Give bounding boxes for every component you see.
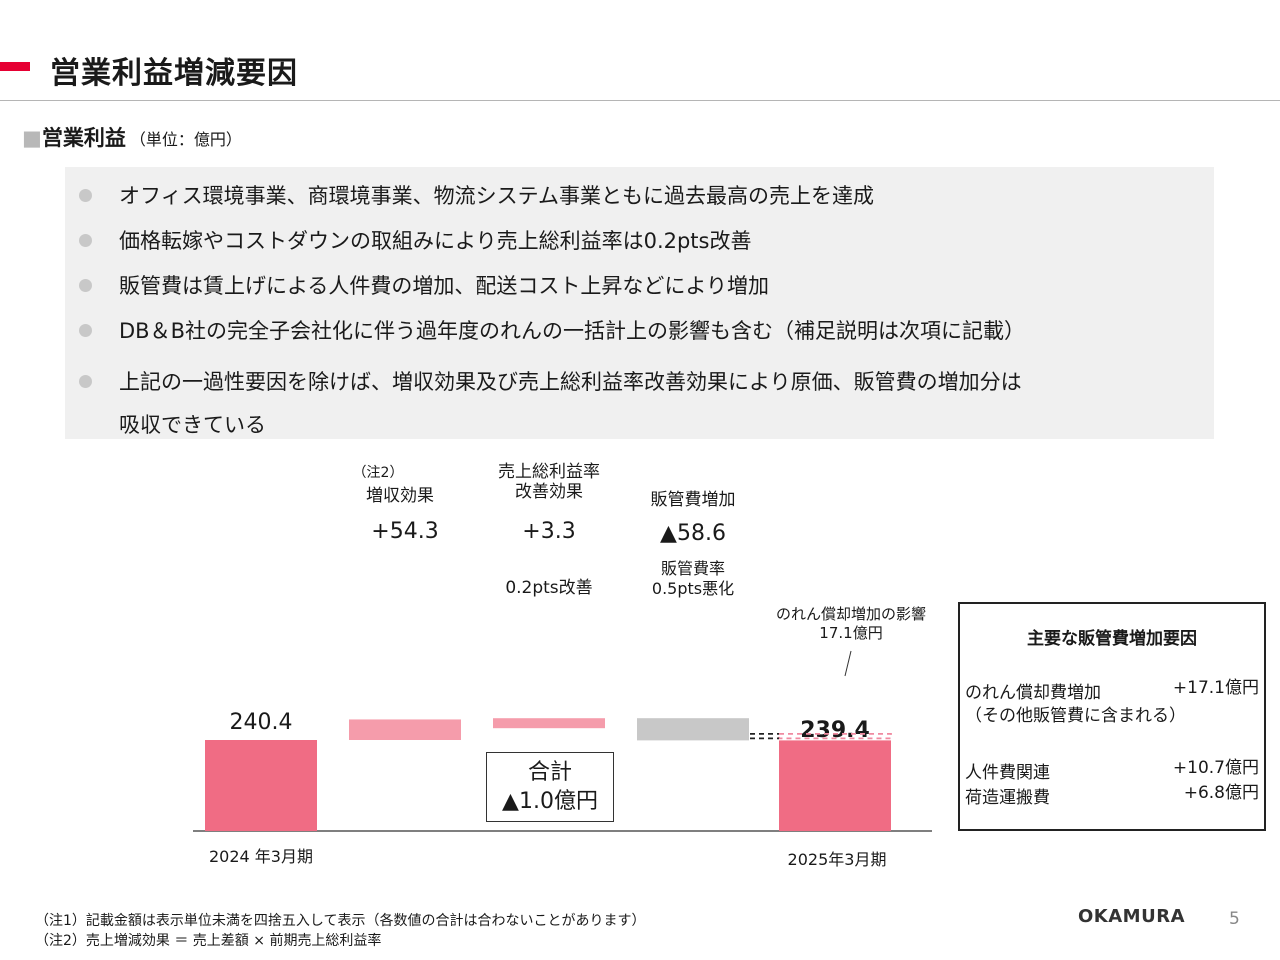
category-label: 改善効果 [515,482,583,502]
goodwill-annotation: 17.1億円 [819,624,882,642]
bar-sga [637,718,749,741]
bar-end [779,740,891,831]
factor-value: +10.7億円 [1172,758,1259,778]
section-label: 営業利益 [41,126,126,150]
category-label: 2025年3月期 [788,850,887,869]
factor-value: +6.8億円 [1183,783,1259,803]
bullet-dot-icon [79,234,92,247]
bullet-text: オフィス環境事業、商環境事業、物流システム事業ともに過去最高の売上を達成 [119,184,874,208]
factor-note-row: （その他販管費に含まれる） [965,701,1259,726]
category-note: （注2） [353,465,404,481]
factors-title: 主要な販管費増加要因 [1027,629,1197,649]
footnote-2: （注2）売上増減効果 ＝ 売上差額 × 前期売上総利益率 [35,933,382,949]
footnote-1: （注1）記載金額は表示単位未満を四捨五入して表示（各数値の合計は合わないことがあ… [35,913,646,929]
bullet-item: 販管費は賃上げによる人件費の増加、配送コスト上昇などにより増加 [79,271,1199,301]
bullet-item: DB＆B社の完全子会社化に伴う過年度のれんの一括計上の影響も含む（補足説明は次項… [79,316,1199,346]
bullet-text: 上記の一過性要因を除けば、増収効果及び売上総利益率改善効果により原価、販管費の増… [119,370,1022,394]
bullet-text: 販管費は賃上げによる人件費の増加、配送コスト上昇などにより増加 [119,274,769,298]
bullet-item: 価格転嫁やコストダウンの取組みにより売上総利益率は0.2pts改善 [79,226,1199,256]
bullet-text: 価格転嫁やコストダウンの取組みにより売上総利益率は0.2pts改善 [119,229,752,253]
total-change-box: 合計 ▲1.0億円 [486,752,614,822]
bar-start [205,740,317,831]
category-label: 売上総利益率 [498,462,600,482]
goodwill-leader-line [844,650,852,677]
bullet-dot-icon [79,189,92,202]
title-divider [0,100,1280,101]
factor-label: 人件費関連 [965,763,1050,783]
section-unit: （単位：億円） [129,130,242,149]
page-title: 営業利益増減要因 [50,56,298,91]
bullet-item: オフィス環境事業、商環境事業、物流システム事業ともに過去最高の売上を達成 [79,181,1199,211]
bar-sales [349,719,461,740]
sga-factors-box: 主要な販管費増加要因 のれん償却費増加 +17.1億円 （その他販管費に含まれる… [958,602,1266,831]
bullet-item: 上記の一過性要因を除けば、増収効果及び売上総利益率改善効果により原価、販管費の増… [79,361,1199,447]
bullet-dot-icon [79,279,92,292]
bar-margin [493,718,605,729]
bar-sublabel: 0.5pts悪化 [652,579,734,598]
bullet-dot-icon [79,324,92,337]
total-title: 合計 [527,760,572,785]
goodwill-annotation: のれん償却増加の影響 [776,605,926,623]
title-accent-bar [0,62,30,71]
factor-row: 荷造運搬費 +6.8億円 [965,783,1259,808]
factor-label: のれん償却費増加 [965,683,1101,703]
section-square-icon: ■ [22,126,42,150]
value-label: +3.3 [522,519,575,544]
company-logo: OKAMURA [1078,906,1185,927]
value-label: +54.3 [371,519,438,544]
bar-sublabel: 0.2pts改善 [505,578,592,598]
bullet-dot-icon [79,375,92,388]
bar-sublabel: 販管費率 [661,559,725,578]
category-label: 2024 年3月期 [209,847,313,866]
bullet-text: DB＆B社の完全子会社化に伴う過年度のれんの一括計上の影響も含む（補足説明は次項… [119,319,1025,343]
goodwill-dashed-box [778,733,892,740]
value-label: 240.4 [230,710,293,735]
section-heading: ■営業利益 （単位：億円） [22,122,242,152]
total-value: ▲1.0億円 [502,789,598,814]
factor-row: 人件費関連 +10.7億円 [965,756,1259,783]
page-number: 5 [1229,909,1240,929]
category-label: 販管費増加 [651,490,736,510]
bullet-text-continued: 吸収できている [119,413,266,437]
category-label: 増収効果 [366,486,434,506]
value-label: ▲58.6 [660,521,726,546]
summary-box: オフィス環境事業、商環境事業、物流システム事業ともに過去最高の売上を達成 価格転… [65,167,1214,439]
factor-label: 荷造運搬費 [965,788,1050,808]
factor-row: のれん償却費増加 +17.1億円 [965,676,1259,703]
factor-note: （その他販管費に含まれる） [965,706,1186,726]
factor-value: +17.1億円 [1172,678,1259,698]
